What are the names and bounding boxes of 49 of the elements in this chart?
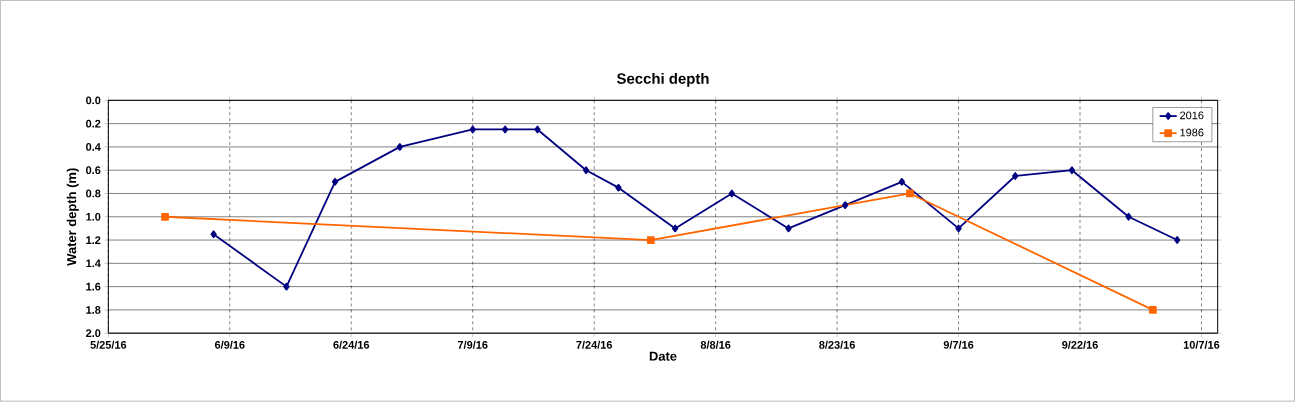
point [1068,166,1076,175]
x-tick-label: 5/25/16 [90,340,127,350]
point [582,166,590,175]
point [646,236,655,245]
point [615,183,622,192]
point [672,224,679,233]
y-axis-title: Water depth (m) [66,168,79,266]
y-tick-label: 1.0 [86,213,101,221]
point [955,224,962,233]
point [210,230,217,239]
point [161,213,169,221]
point [1125,213,1132,221]
y-tick-label: 1.4 [86,259,101,268]
point [396,143,403,152]
point [728,189,735,198]
point [283,282,290,291]
legend-label: 2016 [1180,111,1204,120]
point [898,178,906,186]
x-tick-label: 9/7/16 [943,340,974,350]
y-tick-label: 0.6 [86,166,101,175]
point [1012,172,1019,181]
x-axis-title: Date [649,351,677,361]
x-tick-label: 8/23/16 [819,340,855,350]
point [331,178,339,186]
y-tick-label: 0.8 [86,189,101,198]
x-tick-label: 7/9/16 [457,340,488,350]
x-tick-label: 9/22/16 [1062,340,1098,350]
x-tick-label: 8/8/16 [700,340,731,350]
y-tick-label: 0.2 [86,119,101,128]
chart-title: Secchi depth [616,73,709,88]
x-tick-label: 6/9/16 [214,340,245,350]
x-tick-label: 6/24/16 [333,340,370,350]
point [469,125,476,134]
legend-label: 1986 [1180,128,1204,137]
y-tick-label: 1.2 [86,236,101,245]
point [1174,236,1181,245]
y-tick-label: 0.0 [86,96,101,105]
x-tick-label: 10/7/16 [1183,340,1220,350]
point [534,125,541,134]
y-tick-label: 1.8 [86,306,101,315]
y-tick-label: 0.4 [86,143,101,152]
point [906,189,914,198]
point [842,201,849,210]
point [1149,306,1157,315]
y-tick-label: 2.0 [85,329,101,338]
point [501,125,509,134]
y-tick-label: 1.6 [86,282,101,291]
x-tick-label: 7/24/16 [576,340,613,350]
point [785,224,792,233]
